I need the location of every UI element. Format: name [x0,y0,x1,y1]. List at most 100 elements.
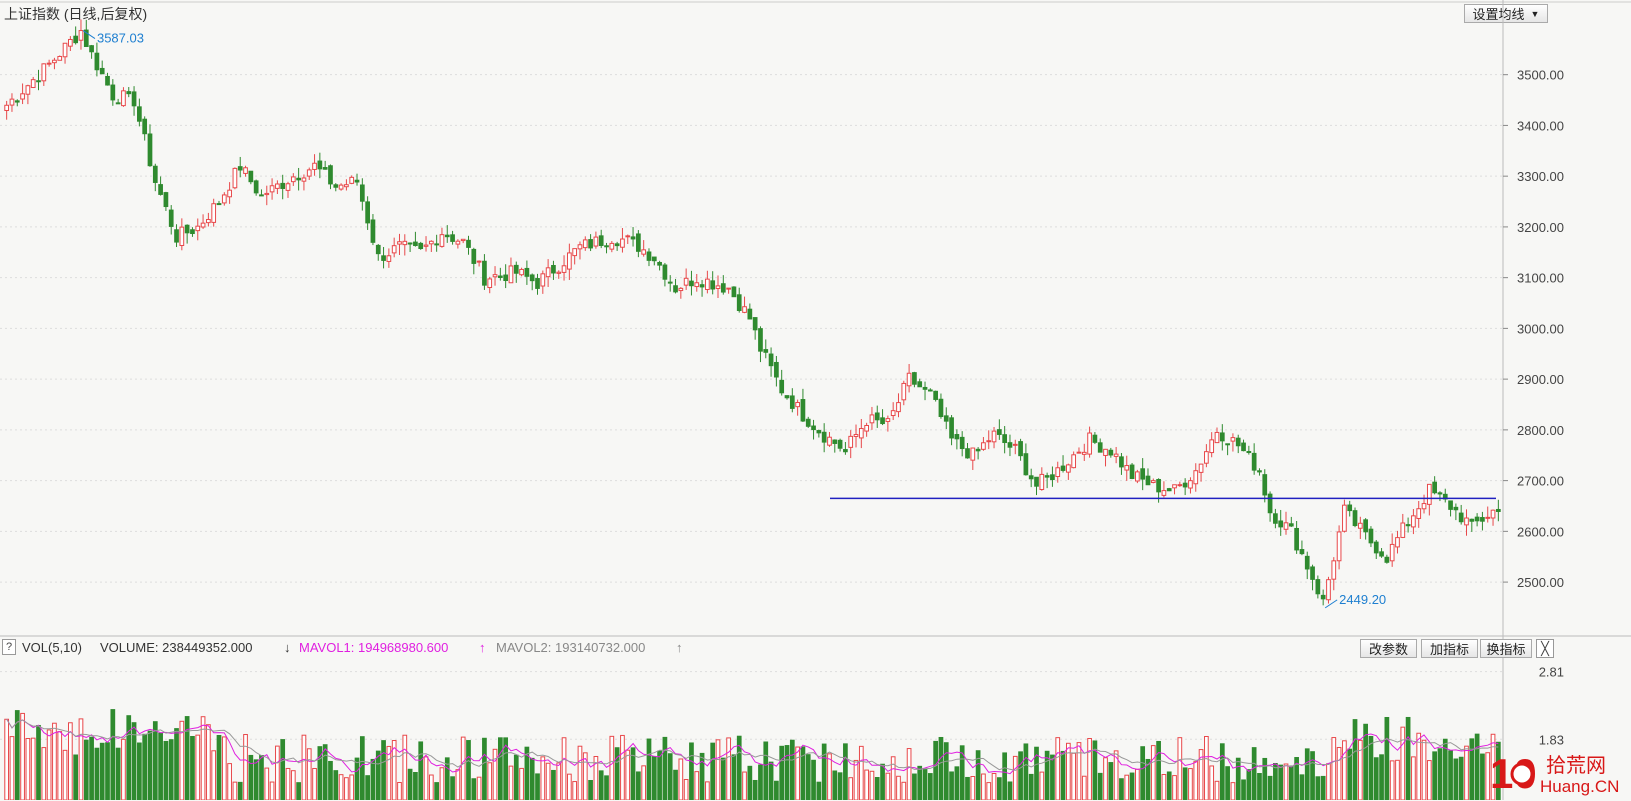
candle [1495,499,1501,522]
volume-bar [1060,750,1066,800]
candle [1023,443,1029,476]
add-indicator-button[interactable]: 加指标 [1421,639,1478,658]
volume-bar [1379,754,1384,800]
candle [253,179,259,196]
volume-bar [232,781,238,800]
volume-bar [174,728,179,800]
volume-bar [938,736,944,800]
candle [625,234,631,245]
volume-bar [625,749,631,800]
volume-bar [1469,738,1475,800]
switch-indicator-button[interactable]: 换指标 [1480,639,1532,658]
candle [365,196,370,230]
volume-bar [275,745,280,800]
candle [1161,481,1167,498]
candle [1379,548,1384,558]
candle [174,224,179,248]
volume-bar [450,776,455,800]
volume-bar [67,722,73,800]
candle [768,347,774,377]
volume-bar [264,767,270,800]
volume-bar [927,773,933,800]
volume-bar [1458,756,1464,800]
chart-title: 上证指数 (日线,后复权) [4,6,148,22]
y-tick-label: 2900.00 [1517,372,1564,387]
candle [1400,513,1406,539]
close-icon[interactable]: ╳ [1536,639,1554,658]
volume-bar [912,773,917,800]
candle [922,381,928,401]
candle [381,247,386,269]
modify-params-button[interactable]: 改参数 [1360,639,1417,658]
volume-bar [1108,762,1114,800]
volume-bar [1209,765,1215,800]
candle [1432,476,1438,495]
volume-value: VOLUME: 238449352.000 [100,640,253,655]
volume-bar [78,718,84,800]
y-tick-label: 3000.00 [1517,321,1564,336]
candle [784,395,790,400]
candle [943,407,949,430]
mavol2-line [6,719,1499,771]
volume-bar [158,732,163,800]
volume-bar [848,777,854,800]
volume-bar [1310,751,1315,800]
volume-bar [1119,778,1124,800]
candle [359,178,365,211]
candle [938,393,944,419]
candle [179,218,185,251]
volume-bar [965,776,970,800]
volume-bar [885,772,891,800]
ma-button-label: 设置均线 [1472,7,1525,22]
candle [444,225,450,243]
candle [917,378,923,388]
candle [89,44,94,59]
candle [99,60,105,75]
volume-bar [1097,772,1103,800]
volume-bar [1235,757,1241,800]
chevron-down-icon: ▼ [1530,8,1540,19]
volume-bar [747,765,753,800]
candle [678,287,684,299]
help-icon[interactable]: ? [2,639,16,655]
volume-bar [306,748,312,800]
volume-bar [551,769,556,800]
candle [137,98,142,127]
volume-bar [1411,756,1416,800]
candle [694,273,700,292]
volume-bar [1251,747,1257,800]
volume-bar [689,742,694,800]
candle [370,214,376,246]
volume-bar [30,737,36,800]
candle [1124,455,1130,481]
y-tick-label: 3100.00 [1517,271,1564,286]
volume-bar [1485,752,1491,800]
candle [1145,468,1151,486]
volume-bar [1065,742,1071,800]
volume-bar [73,754,79,800]
volume-bar [667,753,673,800]
set-moving-average-button[interactable]: 设置均线 ▼ [1464,4,1548,23]
volume-bar [577,745,583,800]
volume-bar [1336,747,1342,800]
candle [216,200,222,206]
candle [503,264,509,289]
volume-bar [1124,774,1130,800]
candle [296,167,301,191]
volume-bar [20,712,25,800]
volume-tick-label: 2.81 [1539,665,1564,680]
candle [604,242,609,254]
candle [758,326,763,363]
volume-bar [832,770,838,800]
volume-bar [1448,750,1453,800]
candle [513,261,519,283]
volume-bar [752,779,758,800]
volume-bar [397,782,402,800]
candle [312,154,317,176]
volume-bar [243,734,248,800]
candle [269,178,275,200]
volume-bar [789,739,795,800]
volume-bar [280,739,286,800]
candle [1140,458,1146,491]
